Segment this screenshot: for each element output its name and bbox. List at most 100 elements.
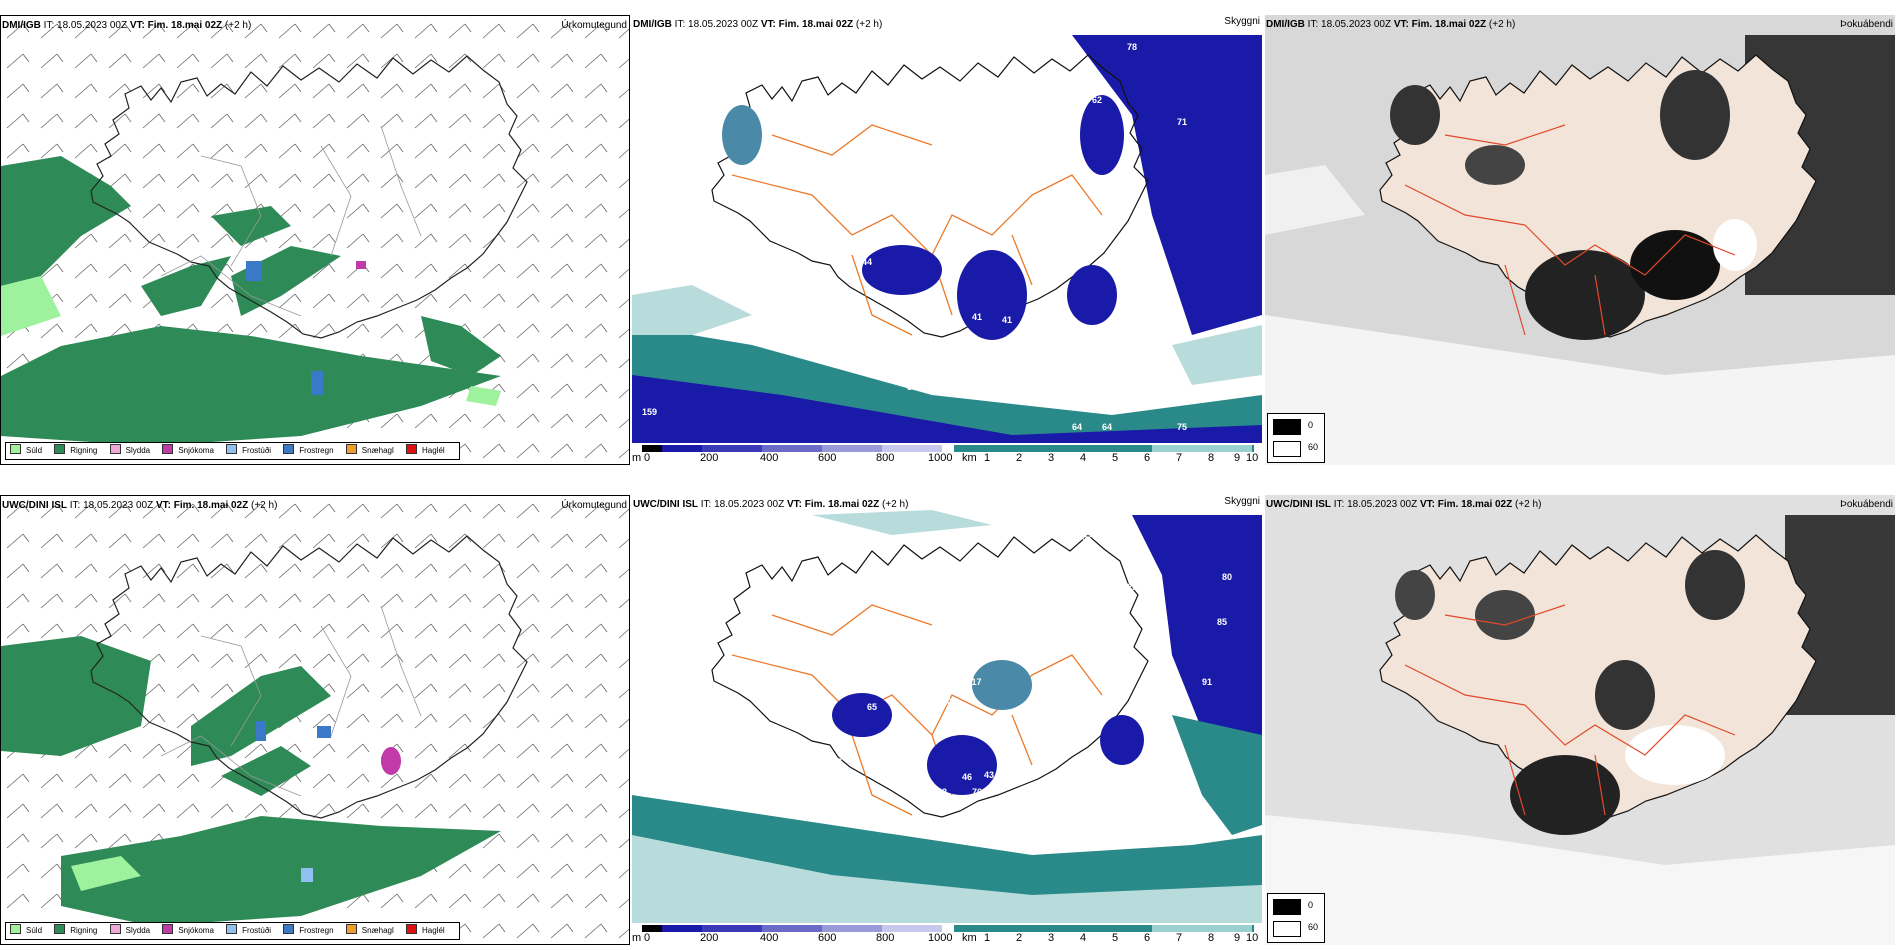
precip-type-panel-uwc: UWC/DINI ISL IT: 18.05.2023 00Z VT: Fim.…	[0, 495, 630, 945]
legend-swatch	[1273, 899, 1301, 915]
fog-map-dmi	[1265, 15, 1895, 465]
legend-item: Snæhagl	[345, 443, 394, 459]
legend-item: Frostúði	[226, 443, 271, 459]
visibility-value: 75	[1177, 422, 1187, 432]
scale-bar: m 0 200 400 600 800 1000 km 1 2 3 4 5 6 …	[632, 443, 1262, 465]
legend-swatch	[1273, 921, 1301, 937]
legend-swatch	[226, 444, 238, 454]
legend-swatch	[283, 444, 295, 454]
visibility-value: 159	[642, 407, 657, 417]
legend-item: Haglél	[406, 923, 445, 939]
visibility-panel-dmi: 78 62 54 71 86 44 65 41 41 48 39 44 159 …	[632, 15, 1262, 465]
panel-title: Úrkomutegund	[561, 20, 627, 31]
legend-swatch	[345, 924, 357, 934]
panel-header: UWC/DINI ISL IT: 18.05.2023 00Z VT: Fim.…	[2, 500, 278, 511]
visibility-value: 30	[897, 817, 907, 827]
visibility-value: 54	[1057, 140, 1067, 150]
legend-item: Súld	[10, 443, 42, 459]
visibility-value: 43	[984, 770, 994, 780]
visibility-value: 91	[1202, 677, 1212, 687]
visibility-value: 85	[1217, 617, 1227, 627]
legend-item: Frostúði	[226, 923, 271, 939]
legend-item: Súld	[10, 923, 42, 939]
visibility-value: 166	[1017, 582, 1032, 592]
legend-item: Haglél	[406, 443, 445, 459]
visibility-value: 50	[917, 712, 927, 722]
visibility-value: 86	[762, 140, 772, 150]
fog-legend: 0 60	[1267, 893, 1325, 943]
visibility-value: 46	[962, 772, 972, 782]
legend-item: Frostregn	[283, 443, 334, 459]
panel-title: Skyggni	[1224, 16, 1260, 27]
panel-header: DMI/IGB IT: 18.05.2023 00Z VT: Fim. 18.m…	[633, 19, 883, 30]
legend-swatch	[54, 444, 66, 454]
visibility-value: 391	[1017, 597, 1032, 607]
panel-header: UWC/DINI ISL IT: 18.05.2023 00Z VT: Fim.…	[633, 499, 909, 510]
visibility-value: 65	[867, 702, 877, 712]
legend-swatch	[345, 444, 357, 454]
fog-legend: 0 60	[1267, 413, 1325, 463]
fog-indicator-panel-dmi: DMI/IGB IT: 18.05.2023 00Z VT: Fim. 18.m…	[1265, 15, 1895, 465]
panel-header: DMI/IGB IT: 18.05.2023 00Z VT: Fim. 18.m…	[1266, 19, 1516, 30]
panel-title: Þokuábendi	[1840, 499, 1893, 510]
legend-swatch	[54, 924, 66, 934]
visibility-value: 42	[937, 787, 947, 797]
legend-swatch	[109, 444, 121, 454]
legend-item: Slydda	[109, 443, 150, 459]
visibility-value: 92	[1082, 532, 1092, 542]
visibility-value: 108	[942, 697, 957, 707]
visibility-value: 41	[972, 312, 982, 322]
fog-map-uwc	[1265, 495, 1895, 945]
legend-swatch	[162, 924, 174, 934]
visibility-value: 44	[862, 257, 872, 267]
legend-swatch	[162, 444, 174, 454]
visibility-value: 117	[967, 677, 982, 687]
visibility-value: 62	[1092, 95, 1102, 105]
legend-item: Snjókoma	[162, 923, 214, 939]
visibility-value: 92	[832, 757, 842, 767]
legend-swatch	[283, 924, 295, 934]
precip-map-uwc	[1, 496, 629, 944]
visibility-value: 986	[1012, 612, 1027, 622]
precip-type-panel-dmi: DMI/IGB IT: 18.05.2023 00Z VT: Fim. 18.m…	[0, 15, 630, 465]
legend-item: Rigning	[54, 923, 97, 939]
visibility-panel-uwc: 92 80 166 391 986 296 136 85 91 117 108 …	[632, 495, 1262, 945]
visibility-value: 64	[1072, 422, 1082, 432]
visibility-value: 86	[887, 732, 897, 742]
legend-swatch	[10, 444, 21, 454]
precip-legend: Súld Rigning Slydda Snjókoma Frostúði Fr…	[5, 922, 460, 940]
visibility-map-uwc: 92 80 166 391 986 296 136 85 91 117 108 …	[632, 495, 1262, 945]
precip-legend: Súld Rigning Slydda Snjókoma Frostúði Fr…	[5, 442, 460, 460]
precip-map-dmi	[1, 16, 629, 464]
visibility-value: 80	[1222, 572, 1232, 582]
legend-swatch	[406, 924, 418, 934]
panel-title: Skyggni	[1224, 496, 1260, 507]
legend-swatch	[226, 924, 238, 934]
legend-swatch	[10, 924, 21, 934]
visibility-value: 39	[907, 382, 917, 392]
visibility-value: 41	[1002, 315, 1012, 325]
legend-swatch	[1273, 419, 1301, 435]
visibility-value: 71	[1177, 117, 1187, 127]
panel-title: Úrkomutegund	[561, 500, 627, 511]
visibility-value: 65	[942, 257, 952, 267]
panel-title: Þokuábendi	[1840, 19, 1893, 30]
legend-swatch	[406, 444, 418, 454]
visibility-value: 40	[1092, 722, 1102, 732]
visibility-value: 78	[1127, 42, 1137, 52]
visibility-value: 296	[1127, 582, 1142, 592]
panel-header: UWC/DINI ISL IT: 18.05.2023 00Z VT: Fim.…	[1266, 499, 1542, 510]
panel-header: DMI/IGB IT: 18.05.2023 00Z VT: Fim. 18.m…	[2, 20, 252, 31]
legend-swatch	[1273, 441, 1301, 457]
visibility-map-dmi: 78 62 54 71 86 44 65 41 41 48 39 44 159 …	[632, 15, 1262, 465]
visibility-value: 64	[1102, 422, 1112, 432]
scale-bar: m 0 200 400 600 800 1000 km 1 2 3 4 5 6 …	[632, 923, 1262, 945]
legend-item: Snjókoma	[162, 443, 214, 459]
legend-item: Slydda	[109, 923, 150, 939]
fog-indicator-panel-uwc: UWC/DINI ISL IT: 18.05.2023 00Z VT: Fim.…	[1265, 495, 1895, 945]
visibility-value: 76	[972, 787, 982, 797]
legend-item: Snæhagl	[345, 923, 394, 939]
visibility-value: 44	[932, 385, 942, 395]
legend-swatch	[109, 924, 121, 934]
legend-item: Rigning	[54, 443, 97, 459]
